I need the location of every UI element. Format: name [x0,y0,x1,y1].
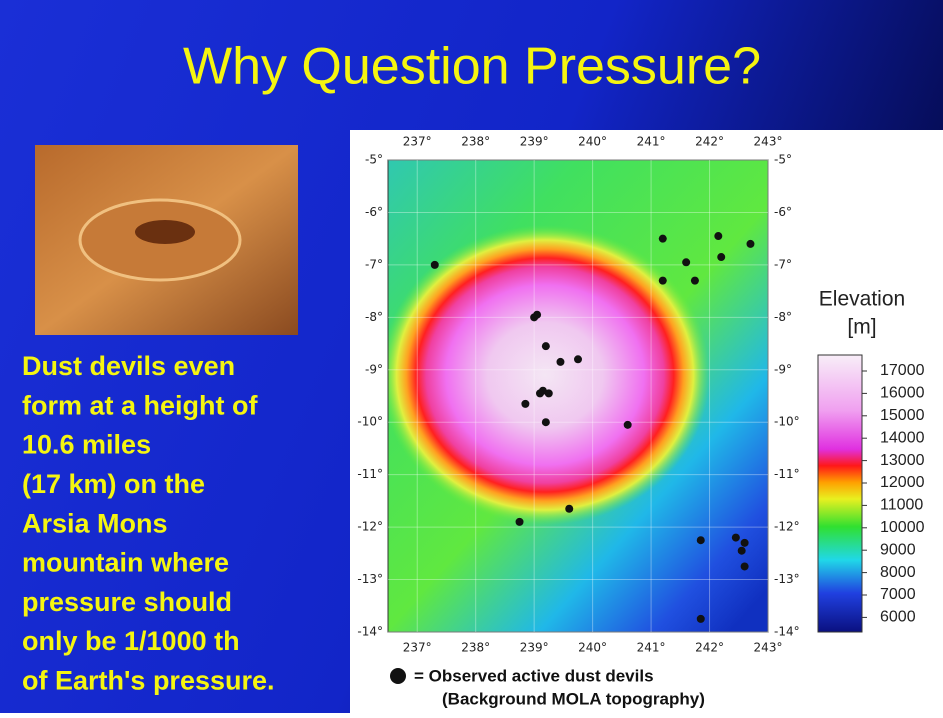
body-text: Dust devils even form at a height of 10.6 … [22,351,275,695]
dust-devil [430,260,439,269]
topography [388,160,768,632]
title: Why Question Pressure? [183,38,761,96]
dust-devil [533,310,542,319]
dust-devil [696,614,705,623]
dust-devil [690,276,699,285]
dust-devil [731,533,740,542]
dust-devil [515,517,524,526]
body-line: Dust devils even [22,351,235,381]
map-frame [387,159,769,633]
x-tick-label: 240° [578,135,607,149]
colorbar-tick-label: 12000 [880,474,925,491]
body-line: 10.6 miles [22,430,151,460]
dust-devil [717,253,726,262]
colorbar-tick-label: 15000 [880,407,925,424]
x-tick-label: 243° [754,641,783,655]
legend-note: (Background MOLA topography) [442,689,705,708]
x-tick-label: 238° [461,641,490,655]
y-tick-label: -13° [774,572,800,586]
colorbar-tick-label: 6000 [880,609,916,626]
dust-devil [521,399,530,408]
body-line: Arsia Mons [22,508,168,538]
y-tick-label: -13° [357,572,383,586]
dust-devil [746,239,755,248]
dust-devil [574,355,582,364]
y-tick-label: -8° [365,310,383,324]
x-tick-label: 243° [754,135,783,149]
y-tick-label: -9° [774,362,792,376]
dust-devil [565,504,574,513]
legend-text: = Observed active dust devils [414,666,654,685]
y-tick-label: -5° [774,153,792,167]
y-tick-label: -11° [357,467,383,481]
x-tick-label: 237° [403,135,432,149]
dust-devil [658,234,667,243]
dust-devil [536,389,544,398]
y-tick-label: -10° [357,415,383,429]
x-tick-label: 239° [520,641,549,655]
colorbar-tick-label: 7000 [880,586,916,603]
colorbar-tick-label: 11000 [880,497,923,514]
dust-devil [737,546,746,555]
x-tick-label: 241° [637,135,666,149]
y-tick-label: -11° [774,467,800,481]
dust-devil [658,276,667,285]
dust-devil [623,420,632,429]
dust-devil [541,342,550,351]
dust-devil [714,232,723,241]
y-tick-label: -6° [774,205,792,219]
body-line: only be 1/1000 th [22,626,240,656]
x-tick-label: 239° [520,135,549,149]
x-tick-label: 242° [695,641,724,655]
colorbar-tick-label: 8000 [880,564,916,581]
map: 237° 237° 238° 238° 239° 239° 240° 240° 241° 241°… [357,135,799,655]
colorbar [817,354,863,633]
body-line: of Earth's pressure. [22,666,275,696]
y-tick-label: -14° [357,625,383,639]
body-line: mountain where [22,548,229,578]
dust-devil [696,536,705,545]
body-line: form at a height of [22,390,259,420]
arsia-mons [388,225,710,525]
y-tick-label: -12° [774,520,800,534]
colorbar-tick-label: 10000 [880,519,925,536]
body-line: pressure should [22,587,232,617]
x-tick-label: 237° [403,641,432,655]
y-tick-label: -7° [774,257,792,271]
x-tick-label: 241° [637,641,666,655]
colorbar-tick-label: 17000 [880,362,925,379]
y-tick-label: -6° [365,205,383,219]
dust-devil [544,389,553,398]
y-tick-label: -5° [365,153,383,167]
colorbar-tick-label: 13000 [880,452,925,469]
dust-devil [556,357,565,366]
x-tick-label: 240° [578,641,607,655]
x-tick-label: 238° [461,135,490,149]
colorbar-tick-label: 14000 [880,429,925,446]
y-tick-label: -7° [365,257,383,271]
legend-dot [390,668,406,684]
dust-devil [740,562,749,571]
colorbar-unit: [m] [847,316,876,339]
colorbar-tick-label: 9000 [880,541,916,558]
colorbar-title: Elevation [819,288,905,311]
dust-devil [740,538,749,547]
dust-devil [682,258,691,267]
dust-devil [541,418,550,427]
colorbar-tick-label: 16000 [880,385,925,402]
crater-pit [135,220,195,244]
y-tick-label: -12° [357,520,383,534]
y-tick-label: -9° [365,362,383,376]
y-tick-label: -10° [774,415,800,429]
y-tick-label: -8° [774,310,792,324]
x-tick-label: 242° [695,135,724,149]
body-line: (17 km) on the [22,469,205,499]
y-tick-label: -14° [774,625,800,639]
